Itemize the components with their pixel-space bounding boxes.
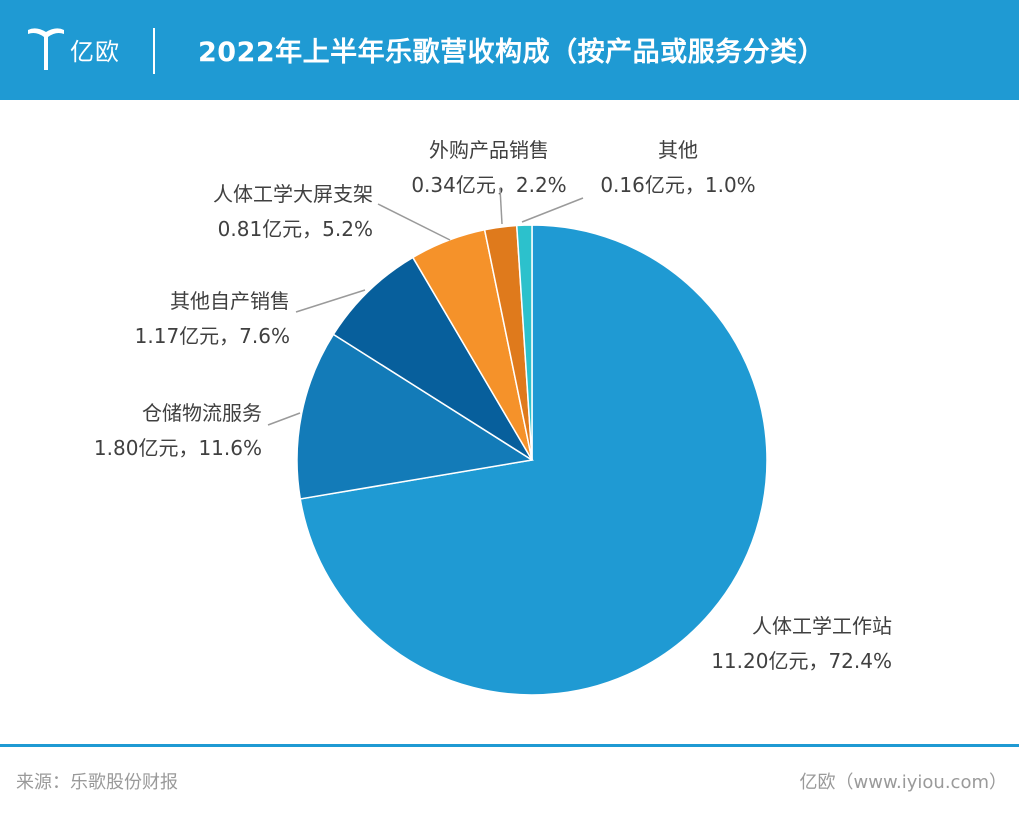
slice-label-value: 0.34亿元，2.2% <box>411 173 566 197</box>
slice-label-value: 0.16亿元，1.0% <box>600 173 755 197</box>
leader-line <box>295 289 366 313</box>
leader-line <box>377 203 451 241</box>
yiou-logo-icon <box>28 28 64 70</box>
site-credit: 亿欧（www.iyiou.com） <box>799 772 1007 793</box>
slice-label-name: 其他 <box>658 138 698 162</box>
slice-label-value: 1.80亿元，11.6% <box>94 436 262 460</box>
header-banner: 亿欧 2022年上半年乐歌营收构成（按产品或服务分类） <box>0 0 1019 100</box>
chart-title: 2022年上半年乐歌营收构成（按产品或服务分类） <box>198 37 826 68</box>
pie-slice-1 <box>296 333 535 500</box>
leader-line <box>499 187 503 225</box>
header-divider <box>153 28 155 74</box>
pie-slice-5 <box>515 224 533 461</box>
pie-slice-2 <box>332 256 533 461</box>
leader-line <box>521 197 584 223</box>
slice-label-name: 人体工学工作站 <box>752 614 892 638</box>
pie-slice-0 <box>299 224 768 696</box>
slice-label-value: 11.20亿元，72.4% <box>711 649 892 673</box>
slice-label-value: 1.17亿元，7.6% <box>135 324 290 348</box>
logo-text: 亿欧 <box>70 38 120 66</box>
footer-divider <box>0 744 1019 747</box>
yiou-logo: 亿欧 <box>26 24 136 74</box>
pie-chart: 人体工学工作站 11.20亿元，72.4% 仓储物流服务 1.80亿元，11.6% 其他… <box>94 138 892 696</box>
slice-label-name: 仓储物流服务 <box>142 401 262 425</box>
leader-line <box>267 412 301 426</box>
slice-label-value: 0.81亿元，5.2% <box>218 217 373 241</box>
slice-label-name: 其他自产销售 <box>170 289 290 313</box>
slice-label-name: 外购产品销售 <box>429 138 549 162</box>
source-note: 来源：乐歌股份财报 <box>16 772 178 793</box>
slice-label-name: 人体工学大屏支架 <box>213 182 373 206</box>
